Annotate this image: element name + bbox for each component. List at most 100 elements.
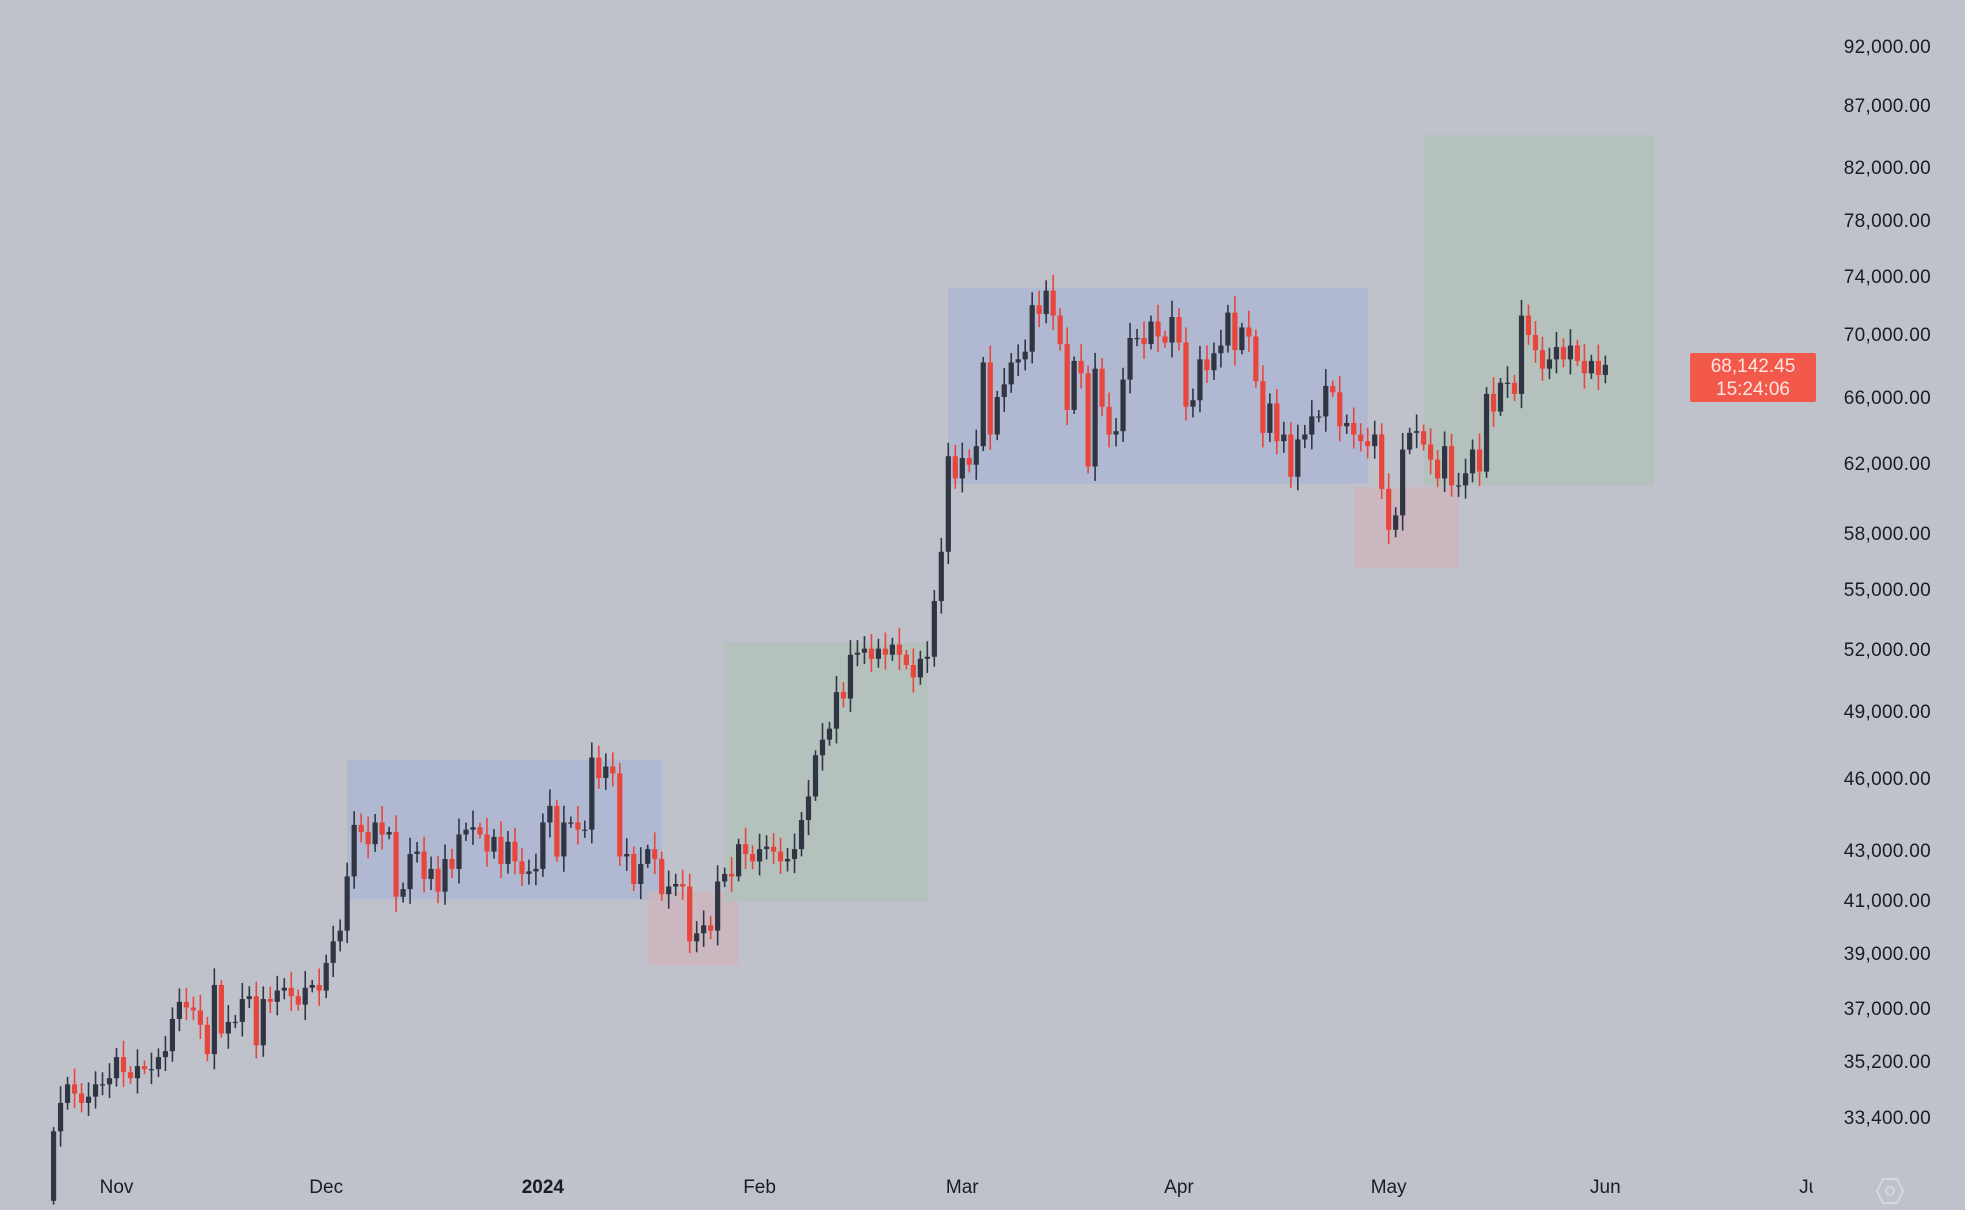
candle-body	[1225, 312, 1231, 346]
price-tick-label: 52,000.00	[1843, 639, 1931, 661]
candle-body	[708, 925, 714, 931]
time-tick-label: Apr	[1164, 1177, 1194, 1198]
candle-body	[428, 868, 434, 879]
candle-body	[1483, 393, 1490, 472]
candle-body	[631, 854, 637, 884]
candle	[358, 813, 364, 843]
candle-body	[1490, 393, 1497, 412]
candle-body	[756, 849, 763, 862]
candle	[624, 838, 630, 871]
price-tick-label: 78,000.00	[1843, 211, 1931, 233]
candle-body	[540, 822, 546, 869]
candle	[917, 650, 923, 685]
candle-body	[1323, 385, 1329, 417]
candle-body	[1560, 347, 1567, 360]
candle-body	[1588, 360, 1594, 374]
candle-body	[652, 849, 658, 859]
candle-body	[819, 739, 826, 756]
candle-body	[281, 987, 287, 991]
candle-body	[1148, 321, 1154, 345]
candle	[1267, 393, 1273, 443]
candle	[267, 986, 273, 1014]
candle-body	[1295, 439, 1301, 477]
candle	[288, 971, 294, 1011]
candle	[1281, 421, 1287, 453]
candle-body	[910, 664, 916, 678]
candle-body	[847, 654, 854, 699]
candle-body	[1462, 473, 1469, 486]
candle-body	[1183, 342, 1189, 407]
candle-body	[1421, 431, 1427, 445]
time-tick-label: May	[1370, 1177, 1407, 1198]
candle	[477, 822, 483, 839]
candle-body	[351, 824, 357, 877]
candle-body	[1022, 351, 1028, 360]
candle	[582, 820, 588, 838]
candle	[659, 851, 665, 901]
candle-body	[484, 834, 490, 852]
candle	[176, 988, 183, 1032]
candle-body	[1288, 434, 1294, 477]
candle	[337, 919, 343, 952]
candle-body	[582, 829, 588, 831]
candle	[1211, 342, 1217, 380]
candle-body	[770, 846, 777, 852]
candle	[106, 1063, 113, 1099]
candle-body	[309, 984, 315, 988]
candle-body	[1099, 368, 1105, 407]
candle	[309, 979, 315, 993]
candle	[1050, 274, 1056, 331]
candle	[1169, 300, 1175, 358]
price-tick-label: 33,400.00	[1843, 1107, 1931, 1129]
candle-body	[379, 822, 385, 835]
candle	[1455, 472, 1462, 497]
candle-body	[1379, 434, 1385, 489]
zone-breakdown	[1353, 487, 1459, 569]
candle-body	[1532, 334, 1539, 351]
candle	[1022, 339, 1028, 371]
candle	[1155, 304, 1161, 352]
candle	[1581, 344, 1587, 389]
candle-body	[687, 886, 693, 942]
candle	[1008, 353, 1014, 393]
candle-body	[1169, 317, 1175, 343]
candle-body	[715, 881, 721, 931]
candle	[169, 1007, 176, 1062]
candle	[323, 954, 329, 999]
candle	[666, 870, 672, 909]
candle-body	[1414, 431, 1420, 433]
candle-body	[673, 883, 679, 887]
candle-body	[624, 854, 630, 857]
time-tick-label: Nov	[99, 1177, 134, 1198]
time-tick-label: Jun	[1590, 1177, 1621, 1198]
candle-body	[1581, 360, 1587, 374]
candle	[1448, 433, 1455, 497]
candle-body	[777, 851, 784, 862]
candle-body	[729, 873, 735, 877]
candle	[1602, 355, 1608, 384]
candle-body	[1085, 373, 1091, 467]
candle-body	[288, 987, 294, 997]
hexagon-gear-icon[interactable]	[1875, 1176, 1905, 1206]
candle	[805, 779, 812, 836]
candle	[393, 815, 399, 913]
candle	[155, 1048, 162, 1078]
candle-body	[987, 362, 993, 435]
candle-body	[533, 868, 539, 872]
candle	[1421, 424, 1427, 451]
candle	[491, 829, 497, 859]
candle-body	[1393, 515, 1399, 530]
candle	[1288, 422, 1294, 488]
candle	[204, 1016, 210, 1062]
candle	[386, 826, 392, 840]
candle	[1302, 424, 1308, 449]
candle	[680, 869, 686, 900]
candle	[1567, 329, 1574, 375]
candle-body	[994, 397, 1000, 435]
candle-body	[78, 1093, 85, 1103]
candle-body	[421, 851, 427, 879]
candle	[1595, 344, 1601, 390]
candle	[197, 994, 203, 1040]
candle-body	[1428, 444, 1434, 460]
